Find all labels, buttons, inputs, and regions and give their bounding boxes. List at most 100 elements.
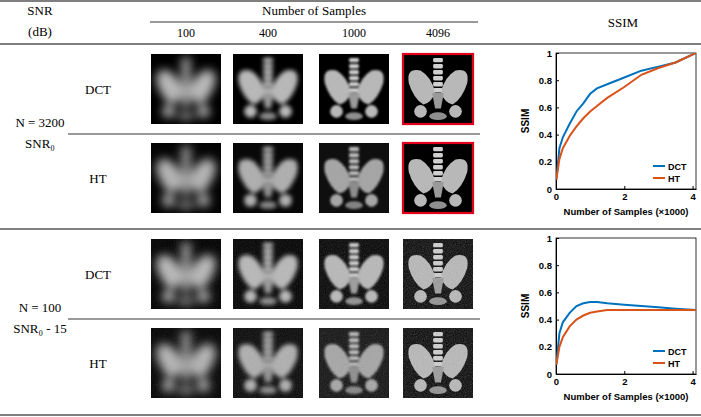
y-tick-label: 0 [547,184,552,195]
x-tick-label: 2 [622,191,627,202]
method-rule [68,319,480,320]
method-label: DCT [85,82,111,97]
y-axis: 0 0.2 0.4 0.6 0.8 1 [539,48,559,195]
x-tick-mark [693,186,694,189]
x-tick-label: 0 [554,376,559,387]
y-tick-label: 0.8 [539,260,552,271]
x-axis: 0 2 4 [554,186,697,202]
y-tick: 0.8 [539,260,559,271]
header-samples: Number of Samples [262,3,366,18]
header-ssim: SSIM [608,15,639,30]
highlight-frame [403,143,473,213]
group-rule [0,229,701,230]
top-rule [0,0,701,1]
x-tick-label: 2 [622,376,627,387]
x-tick: 4 [690,371,696,387]
reconstruction-image [233,328,303,398]
y-tick: 0.4 [539,314,559,325]
x-tick-label: 4 [690,191,696,202]
y-tick-mark [556,135,559,136]
x-axis-title: Number of Samples (×1000) [564,206,689,217]
reconstruction-image [319,54,389,124]
legend-swatch [653,350,665,352]
plot-frame [556,238,696,374]
header-unit: (dB) [28,24,52,39]
x-tick: 4 [690,186,696,202]
y-tick-mark [556,320,559,321]
legend-label: DCT [668,162,687,172]
sample-count: 100 [177,26,195,40]
y-tick: 1 [547,233,559,244]
reconstruction-image [319,328,389,398]
y-tick-mark [556,265,559,266]
ssim-chart: 0 2 4 0 0.2 0.4 0.6 0.8 1 Number of Samples (×100… [520,233,697,402]
legend-swatch [653,177,665,179]
method-label: DCT [85,267,111,282]
y-tick: 0.4 [539,129,559,140]
x-tick: 2 [622,186,627,202]
x-tick-mark [624,186,625,189]
legend: DCT HT [653,162,687,184]
reconstruction-image [151,54,221,124]
ssim-chart: 0 2 4 0 0.2 0.4 0.6 0.8 1 Number of Samples (×100… [520,48,697,217]
n-label: N = 100 [19,300,62,315]
snr-label: SNR₀ [25,136,55,151]
legend-label: HT [668,174,680,184]
y-tick: 1 [547,48,559,59]
reconstruction-image [233,54,303,124]
y-tick-label: 0.6 [539,287,552,298]
x-tick-mark [624,371,625,374]
sample-count: 1000 [342,26,366,40]
y-tick: 0.2 [539,156,559,167]
y-tick-mark [556,107,559,108]
reconstruction-image [151,239,221,309]
reconstruction-image [403,54,473,124]
figure: SNR(dB)Number of SamplesSSIM100400100040… [0,0,701,417]
sample-count: 4096 [426,26,450,40]
samples-rule [150,22,478,23]
x-tick: 2 [622,371,627,387]
y-tick-label: 1 [547,233,553,244]
y-axis: 0 0.2 0.4 0.6 0.8 1 [539,233,559,380]
x-tick-mark [693,371,694,374]
n-label: N = 3200 [15,115,64,130]
sample-count: 400 [259,26,277,40]
y-tick-mark [556,53,559,54]
y-axis-title: SSIM [520,294,531,318]
y-tick: 0.6 [539,102,559,113]
y-tick-mark [556,292,559,293]
reconstruction-image [403,143,473,213]
y-tick-mark [556,238,559,239]
x-tick-label: 0 [554,191,559,202]
y-tick-mark [556,80,559,81]
y-tick-label: 1 [547,48,553,59]
x-axis: 0 2 4 [554,371,697,387]
x-axis-title: Number of Samples (×1000) [564,391,689,402]
y-tick-label: 0.4 [539,314,553,325]
reconstruction-image [151,328,221,398]
y-tick-label: 0.6 [539,102,552,113]
y-tick: 0.2 [539,341,559,352]
reconstruction-image [403,328,473,398]
reconstruction-image [233,143,303,213]
legend-swatch [653,362,665,364]
y-tick: 0 [547,369,559,380]
ssim-line [556,310,696,364]
method-label: HT [89,171,106,186]
y-tick-label: 0.2 [539,156,552,167]
y-tick-label: 0.8 [539,75,552,86]
header-snr: SNR [27,3,53,18]
y-tick-mark [556,374,559,375]
method-rule [68,134,480,135]
ssim-line [556,53,696,179]
legend-label: HT [668,359,680,369]
reconstruction-image [319,143,389,213]
reconstruction-image [233,239,303,309]
y-tick: 0 [547,184,559,195]
y-tick-mark [556,189,559,190]
x-tick-label: 4 [690,376,696,387]
highlight-frame [403,54,473,124]
ssim-line [556,302,696,365]
y-tick: 0.6 [539,287,559,298]
reconstruction-image [151,143,221,213]
